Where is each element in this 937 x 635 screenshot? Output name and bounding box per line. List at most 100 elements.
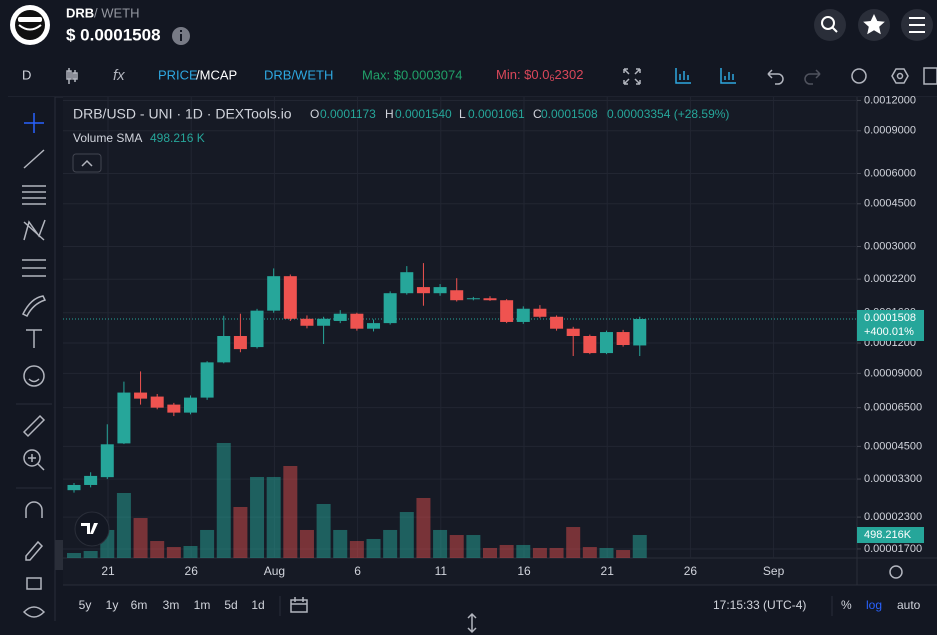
text-tool[interactable] [26, 329, 42, 348]
last-volume-label: 498.216K [864, 529, 912, 541]
y-tick-label: 0.00004500 [864, 440, 922, 452]
legend-o: 0.0001173 [320, 107, 376, 121]
y-tick-label: 0.0004500 [864, 198, 916, 210]
x-tick-label: 16 [517, 564, 531, 578]
candle-body [633, 318, 647, 346]
candle-body [333, 313, 347, 321]
range-buttons: 5y 1y 6m 3m 1m 5d 1d [79, 598, 265, 612]
draw-lock-tool[interactable] [25, 540, 44, 561]
range-button[interactable]: 1m [194, 598, 211, 612]
volume-bar [316, 503, 331, 558]
price: $ 0.0001508 [66, 25, 161, 44]
x-tick-label: 11 [435, 564, 448, 578]
interval[interactable]: D [22, 67, 31, 82]
candle-body [466, 298, 480, 300]
collapse-button[interactable] [72, 153, 102, 173]
volume-bar [233, 506, 248, 558]
axis-settings[interactable] [889, 565, 903, 579]
volume-bar [416, 497, 431, 558]
y-tick-label: 0.00002300 [864, 511, 922, 523]
lock-tool[interactable] [26, 577, 42, 590]
search-glyph [821, 16, 835, 30]
volume-bar [216, 443, 231, 558]
volume-bar [499, 544, 514, 558]
legend-h-label: H [385, 107, 394, 121]
candle-body [300, 318, 314, 326]
zoom-tool[interactable] [23, 449, 41, 467]
candle-body [84, 475, 98, 485]
x-tick-label: 21 [101, 564, 115, 578]
chart-pane [63, 97, 937, 585]
prediction-tool[interactable] [22, 259, 46, 277]
settings-icon[interactable] [891, 68, 909, 84]
candle-body [433, 287, 447, 294]
price-toggle[interactable]: PRICE [158, 67, 198, 82]
volume-bar [433, 529, 448, 558]
tv-logo-glyph [81, 523, 98, 534]
header [0, 0, 937, 56]
range-button[interactable]: 6m [131, 598, 148, 612]
range-button[interactable]: 1y [106, 598, 119, 612]
percent-toggle[interactable]: % [841, 598, 852, 612]
chart-icon-2[interactable] [720, 68, 736, 84]
candle-body [616, 332, 630, 345]
visibility-tool[interactable] [22, 606, 46, 618]
replay-icon[interactable] [851, 68, 867, 84]
pattern-tool[interactable] [23, 219, 46, 241]
candle-body [566, 328, 580, 337]
line-tool[interactable] [23, 149, 45, 169]
volume-bar [483, 547, 497, 558]
legend-c: 0.0001508 [541, 107, 598, 121]
last-price-label: 0.0001508 [864, 312, 916, 324]
range-button[interactable]: 3m [163, 598, 180, 612]
candle-body [583, 336, 597, 354]
max-price: Max: $0.0003074 [362, 67, 462, 82]
volume-bar [383, 529, 398, 558]
y-tick-label: 0.00003300 [864, 473, 922, 485]
mcap-toggle[interactable]: /MCAP [196, 67, 237, 82]
range-button[interactable]: 1d [251, 598, 264, 612]
volume-bar [349, 541, 364, 558]
crosshair-tool[interactable] [24, 113, 44, 133]
volume-bar [133, 518, 148, 558]
axis-layer: 0.0012000 0.0009000 0.0006000 0.0004500 0.00… [101, 94, 924, 578]
candles-icon[interactable] [66, 68, 78, 84]
range-button[interactable]: 5d [224, 598, 237, 612]
pair-toggle[interactable]: DRB/WETH [264, 67, 333, 82]
ruler-tool[interactable] [22, 414, 46, 438]
volume-bar [266, 476, 281, 558]
info-glyph [180, 34, 182, 41]
chart-icon[interactable] [675, 68, 691, 84]
y-tick-label: 0.0003000 [864, 240, 916, 252]
volume-bar [466, 535, 481, 558]
indicators-icon[interactable]: fx [113, 67, 125, 84]
search-button[interactable] [814, 9, 846, 41]
volume-bar [333, 529, 348, 558]
legend-l: 0.0001061 [468, 107, 525, 121]
resize-handle[interactable] [467, 612, 477, 634]
symbol: DRB [66, 5, 94, 20]
candle-body [283, 276, 297, 319]
candle-body [67, 484, 81, 491]
fib-tool[interactable] [22, 185, 46, 205]
range-button[interactable]: 5y [79, 598, 92, 612]
brush-tool[interactable] [21, 295, 47, 318]
auto-toggle[interactable]: auto [897, 598, 921, 612]
emoji-tool[interactable] [23, 365, 45, 387]
pair: / WETH [94, 5, 140, 20]
camera-icon[interactable] [923, 67, 937, 85]
volume-bar [366, 538, 381, 558]
volume-bar [283, 465, 298, 558]
date-range-icon[interactable] [290, 597, 308, 613]
volume-bar [616, 550, 631, 558]
y-tick-label: 0.0012000 [864, 94, 916, 106]
redo-icon[interactable] [804, 69, 821, 85]
candle-body [533, 308, 547, 317]
logo-glasses [18, 17, 42, 22]
fullscreen-icon[interactable] [623, 68, 641, 85]
candle-body [400, 272, 414, 294]
undo-icon[interactable] [767, 69, 784, 85]
volume-bar [299, 529, 314, 558]
log-toggle[interactable]: log [866, 598, 882, 612]
magnet-tool[interactable] [25, 501, 43, 518]
